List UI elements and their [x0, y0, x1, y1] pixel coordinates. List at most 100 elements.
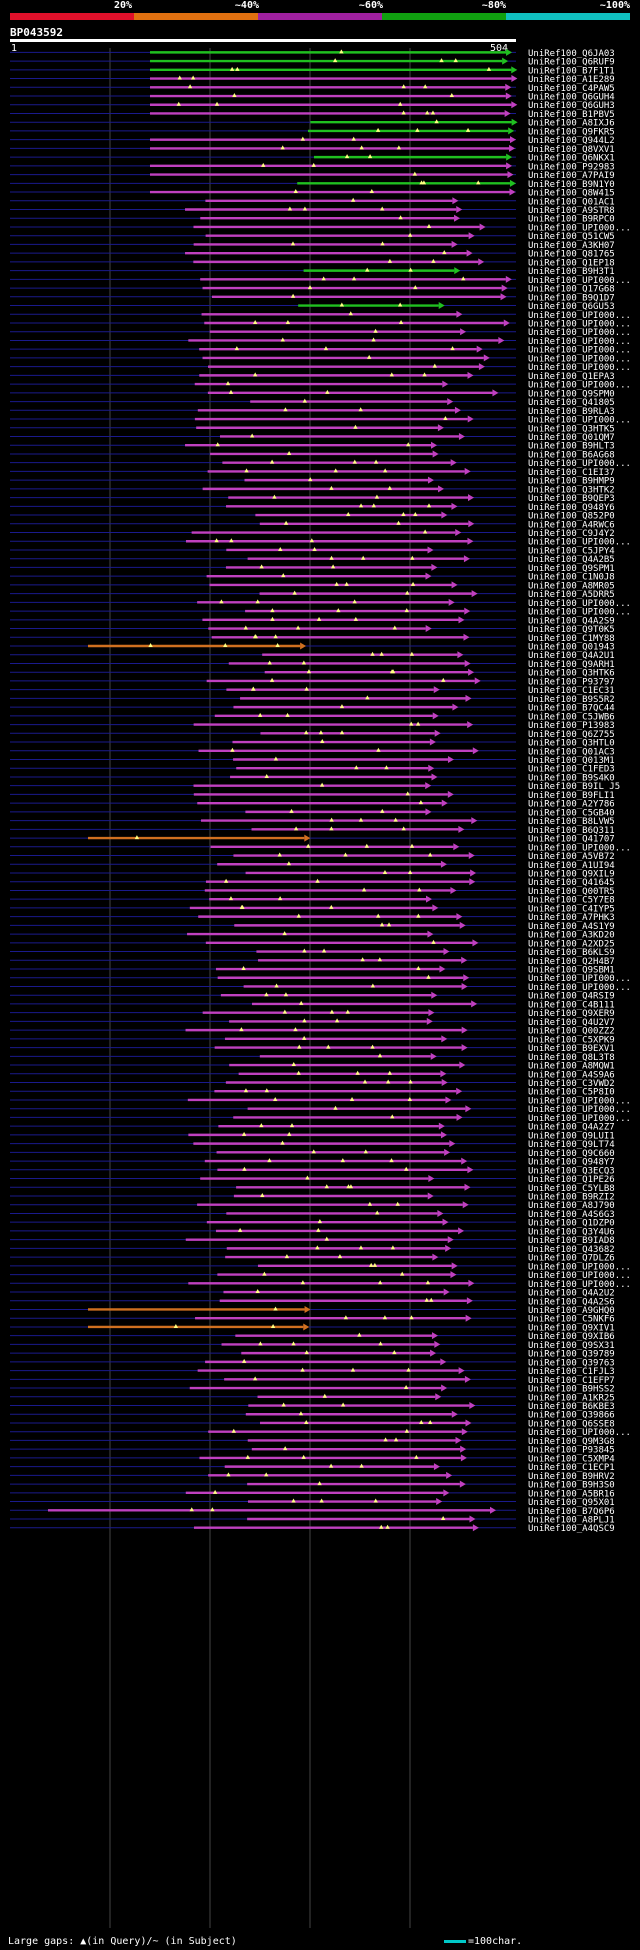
hit-arrow [431, 563, 438, 571]
hit-arrow [472, 939, 479, 947]
gap-marker [416, 966, 421, 971]
hit-label: UniRef100_Q41805 [528, 398, 615, 408]
gap-marker [289, 808, 294, 813]
hit-arrow [474, 677, 481, 685]
hit-arrow [498, 336, 505, 344]
gap-marker [373, 459, 379, 464]
hit-label: UniRef100_B9RZI2 [528, 1192, 615, 1202]
gap-marker [339, 49, 344, 54]
hit-arrow [468, 1279, 475, 1287]
gap-marker [375, 1210, 380, 1215]
gap-marker [334, 581, 339, 586]
gap-marker [404, 1428, 410, 1433]
hit-arrow [469, 1515, 476, 1523]
gap-marker [311, 1149, 316, 1154]
gap-marker [264, 1472, 269, 1477]
gap-marker [278, 546, 283, 551]
gap-marker [476, 180, 481, 185]
hit-label: UniRef100_A5DRR5 [528, 590, 615, 600]
hit-label: UniRef100_A4S6G3 [528, 1210, 615, 1220]
hit-label: UniRef100_B9H3T1 [528, 267, 615, 277]
gap-marker [405, 791, 410, 796]
hit-label: UniRef100_C1MY88 [528, 634, 615, 644]
gap-marker [296, 1070, 301, 1075]
hit-arrow [478, 363, 485, 371]
gap-marker [387, 485, 392, 490]
hit-label: UniRef100_B7F1T1 [528, 66, 615, 76]
gap-marker [296, 913, 301, 918]
gap-marker [404, 1166, 409, 1171]
hit-arrow [471, 590, 478, 598]
gap-marker [409, 1315, 414, 1320]
gap-marker [300, 136, 306, 141]
gap-marker [365, 267, 370, 272]
gap-marker [299, 1000, 304, 1005]
gap-marker [269, 677, 275, 682]
hit-label: UniRef100_B9HRV2 [528, 1472, 615, 1482]
hit-label: UniRef100_Q3Y4U6 [528, 1227, 615, 1237]
gap-marker [343, 852, 348, 857]
gap-marker [359, 1463, 364, 1468]
gap-marker [189, 1507, 194, 1512]
hit-label: UniRef100_Q3HTL0 [528, 739, 615, 749]
hit-arrow [442, 1218, 449, 1226]
hit-arrow [456, 310, 463, 318]
hit-arrow [432, 904, 439, 912]
gap-marker [309, 538, 315, 543]
gap-marker [403, 1385, 409, 1390]
hit-label: UniRef100_UPI000... [528, 311, 631, 321]
gap-marker [354, 765, 359, 770]
hit-label: UniRef100_Q4RSI9 [528, 992, 615, 1002]
gap-marker [315, 878, 320, 883]
hit-arrow [431, 441, 438, 449]
gap-marker [286, 450, 292, 455]
gap-marker [323, 346, 329, 351]
hit-arrow [437, 424, 444, 432]
gap-marker [346, 512, 351, 517]
gap-marker [293, 826, 299, 831]
gap-marker [361, 887, 367, 892]
hit-label: UniRef100_C1ECP1 [528, 1463, 615, 1473]
gap-marker [440, 1516, 446, 1521]
hit-label: UniRef100_C1EFP7 [528, 1376, 615, 1386]
gap-marker [344, 154, 350, 159]
gap-marker [173, 1323, 179, 1328]
gap-marker [255, 599, 260, 604]
gap-marker [281, 573, 286, 578]
gap-marker [406, 442, 411, 447]
gap-marker [344, 581, 349, 586]
hit-label: UniRef100_C5P8I0 [528, 1088, 615, 1098]
hit-label: UniRef100_P92983 [528, 162, 615, 172]
hit-label: UniRef100_Q41707 [528, 835, 615, 845]
hit-label: UniRef100_Q4A2B5 [528, 555, 615, 565]
gap-marker [407, 232, 413, 237]
gap-marker [267, 660, 272, 665]
gap-marker [280, 145, 285, 150]
hit-label: UniRef100_Q1PE26 [528, 1175, 615, 1185]
gap-marker [373, 1498, 378, 1503]
gap-marker [359, 145, 364, 150]
hit-arrow [453, 843, 460, 851]
gap-marker [270, 1323, 276, 1328]
gap-marker [332, 58, 338, 63]
gap-marker [304, 686, 309, 691]
hit-arrow [463, 633, 470, 641]
hit-arrow [479, 223, 486, 231]
hit-label: UniRef100_Q2H4B7 [528, 957, 615, 967]
hit-arrow [451, 581, 458, 589]
hit-arrow [451, 240, 458, 248]
gap-marker [345, 1009, 350, 1014]
gap-marker [349, 1096, 355, 1101]
gap-marker [328, 1463, 334, 1468]
scale-bar [444, 1939, 466, 1943]
hit-arrow [463, 974, 470, 982]
hit-arrow [456, 206, 463, 214]
hit-label: UniRef100_A4RWC6 [528, 520, 615, 530]
hit-arrow [506, 162, 513, 170]
hit-arrow [500, 293, 507, 301]
gap-marker [396, 520, 401, 525]
hit-arrow [433, 686, 440, 694]
percent-label: 20% [113, 0, 132, 11]
hit-arrow [470, 869, 477, 877]
gap-marker [377, 1280, 383, 1285]
